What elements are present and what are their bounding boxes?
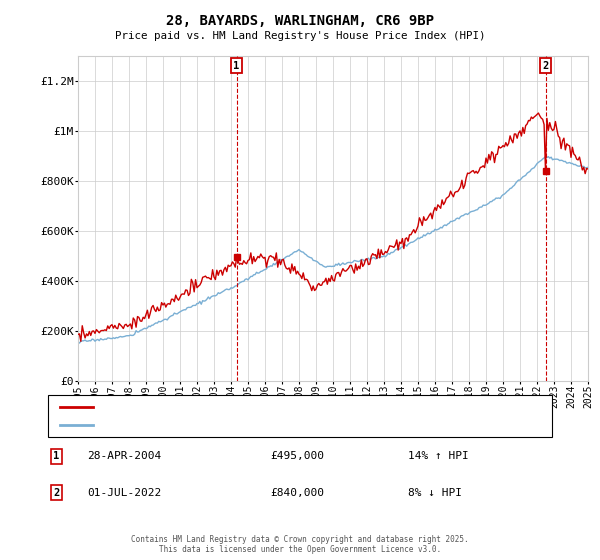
- Text: 8% ↓ HPI: 8% ↓ HPI: [408, 488, 462, 498]
- Text: 01-JUL-2022: 01-JUL-2022: [87, 488, 161, 498]
- Text: 14% ↑ HPI: 14% ↑ HPI: [408, 451, 469, 461]
- Text: 28, BAYARDS, WARLINGHAM, CR6 9BP (detached house): 28, BAYARDS, WARLINGHAM, CR6 9BP (detach…: [99, 402, 405, 412]
- Text: 1: 1: [233, 61, 240, 71]
- Text: Contains HM Land Registry data © Crown copyright and database right 2025.
This d: Contains HM Land Registry data © Crown c…: [131, 535, 469, 554]
- Text: 1: 1: [53, 451, 59, 461]
- Text: £840,000: £840,000: [270, 488, 324, 498]
- Text: 2: 2: [542, 61, 548, 71]
- Text: HPI: Average price, detached house, Tandridge: HPI: Average price, detached house, Tand…: [99, 420, 380, 430]
- Text: £495,000: £495,000: [270, 451, 324, 461]
- Text: 2: 2: [53, 488, 59, 498]
- Text: 28-APR-2004: 28-APR-2004: [87, 451, 161, 461]
- Text: 28, BAYARDS, WARLINGHAM, CR6 9BP: 28, BAYARDS, WARLINGHAM, CR6 9BP: [166, 14, 434, 28]
- Text: Price paid vs. HM Land Registry's House Price Index (HPI): Price paid vs. HM Land Registry's House …: [115, 31, 485, 41]
